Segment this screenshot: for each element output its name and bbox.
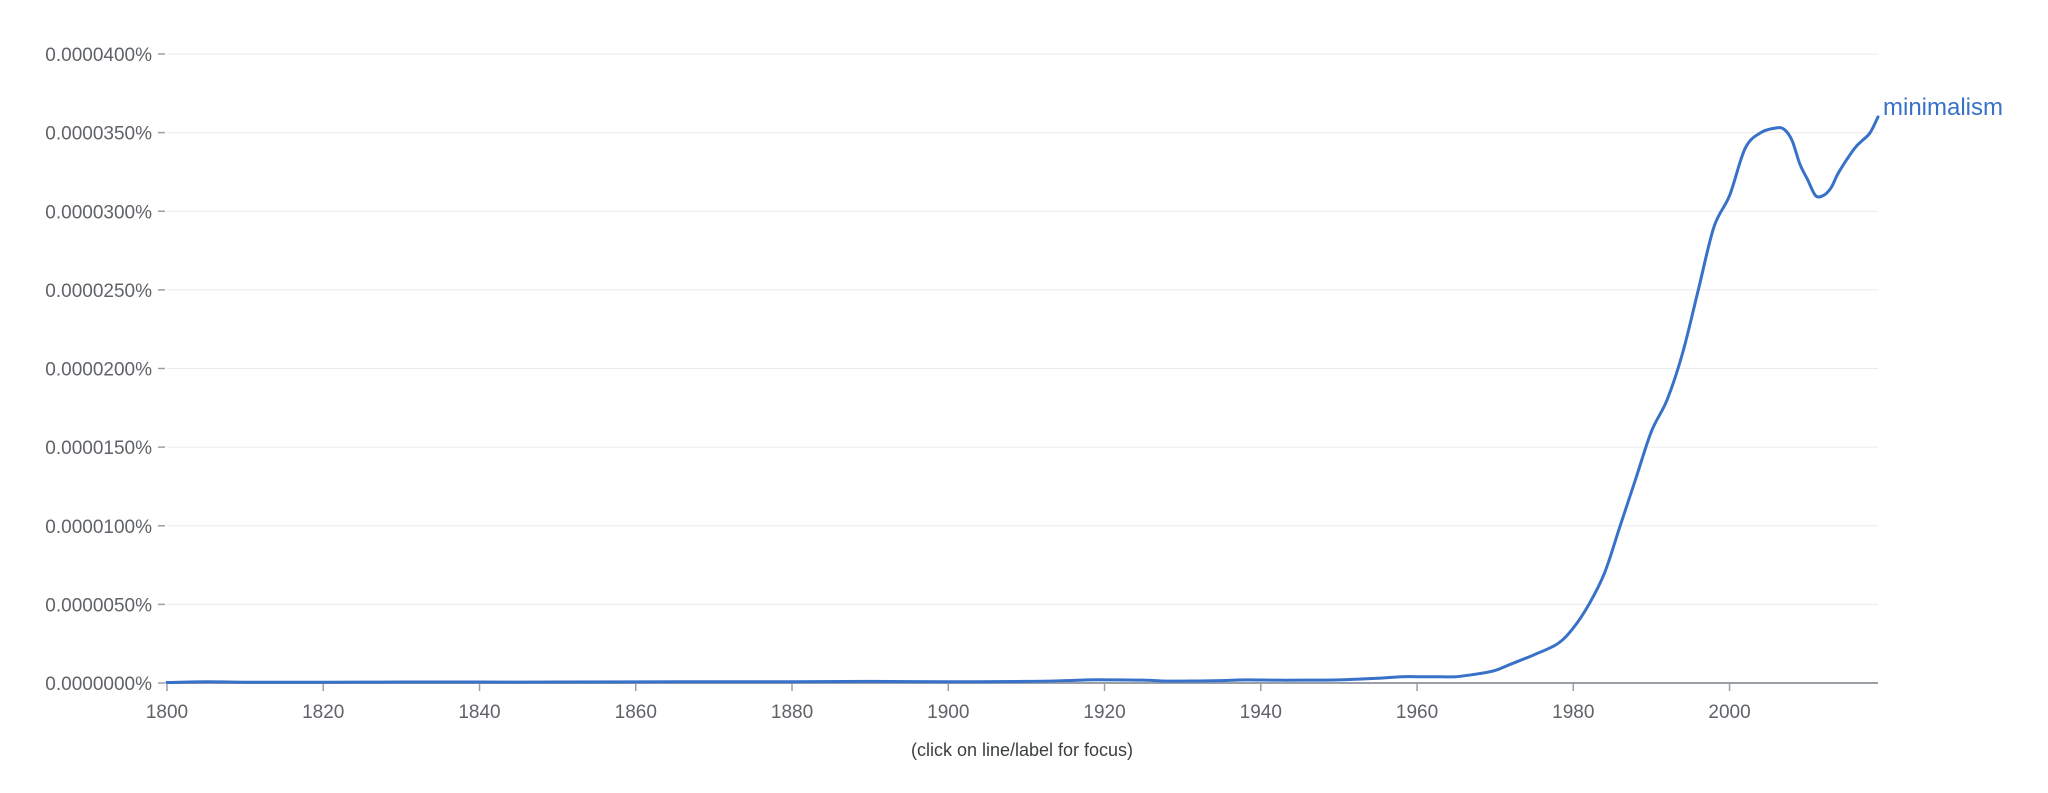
series-label-minimalism[interactable]: minimalism: [1883, 94, 2003, 121]
y-tick-label: 0.0000250%: [45, 281, 152, 302]
y-tick-label: 0.0000150%: [45, 438, 152, 459]
x-axis: 1800 1820 1840 1860 1880 1900 1920 1940 1960 1980…: [146, 682, 1878, 723]
grid-lines: [167, 53, 1878, 605]
y-axis: 0.0000000% 0.0000050% 0.0000100% 0.0000150%…: [45, 45, 165, 695]
x-tick-label: 1980: [1552, 702, 1594, 723]
x-tick-label: 1880: [771, 702, 813, 723]
y-tick-label: 0.0000300%: [45, 202, 152, 223]
y-tick-label: 0.0000000%: [45, 674, 152, 695]
x-tick-label: 1820: [302, 702, 344, 723]
y-tick-label: 0.0000100%: [45, 517, 152, 538]
y-tick-label: 0.0000200%: [45, 360, 152, 381]
focus-hint-text: (click on line/label for focus): [911, 740, 1133, 760]
x-tick-label: 1900: [927, 702, 969, 723]
y-tick-label: 0.0000400%: [45, 45, 152, 66]
x-tick-label: 2000: [1708, 702, 1750, 723]
x-tick-label: 1840: [458, 702, 500, 723]
x-tick-label: 1940: [1240, 702, 1282, 723]
x-tick-label: 1920: [1083, 702, 1125, 723]
series-line-minimalism[interactable]: [165, 115, 1880, 685]
y-tick-label: 0.0000050%: [45, 595, 152, 616]
x-tick-label: 1860: [615, 702, 657, 723]
x-tick-label: 1960: [1396, 702, 1438, 723]
series-layer[interactable]: minimalism: [165, 94, 2003, 685]
x-tick-label: 1800: [146, 702, 188, 723]
y-tick-label: 0.0000350%: [45, 124, 152, 145]
